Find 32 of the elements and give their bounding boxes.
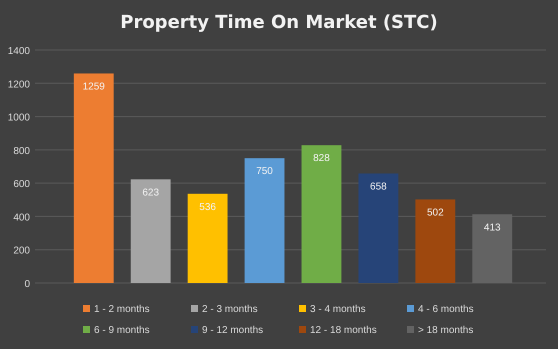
data-label: 750 — [256, 166, 274, 178]
data-label: 502 — [426, 207, 444, 218]
legend-label: 4 - 6 months — [418, 304, 474, 315]
legend-label: 1 - 2 months — [94, 304, 150, 315]
legend-label: 3 - 4 months — [310, 304, 366, 315]
data-label: 413 — [484, 222, 502, 234]
bar — [74, 73, 114, 283]
y-tick-label: 1400 — [8, 46, 30, 57]
bar — [415, 199, 456, 283]
bar — [302, 145, 342, 283]
legend-label: 2 - 3 months — [202, 304, 258, 315]
bar — [244, 158, 284, 283]
legend-label: > 18 months — [418, 325, 474, 336]
bar — [130, 179, 171, 283]
legend-label: 12 - 18 months — [310, 325, 377, 336]
chart-title: Property Time On Market (STC) — [120, 12, 438, 33]
y-tick-label: 400 — [13, 212, 30, 224]
y-tick-label: 200 — [13, 246, 30, 257]
y-tick-label: 0 — [24, 279, 30, 290]
data-label: 828 — [313, 153, 330, 164]
y-tick-label: 800 — [13, 146, 30, 157]
y-tick-label: 600 — [13, 179, 30, 190]
data-label: 536 — [199, 202, 216, 213]
legend-label: 9 - 12 months — [202, 325, 264, 336]
data-label: 658 — [370, 181, 388, 192]
bar — [358, 173, 398, 283]
data-label: 623 — [142, 187, 160, 198]
bar — [188, 194, 228, 283]
y-tick-label: 1000 — [8, 112, 30, 124]
y-tick-label: 1200 — [8, 79, 30, 90]
legend-label: 6 - 9 months — [94, 325, 150, 336]
data-label: 1259 — [82, 81, 106, 92]
